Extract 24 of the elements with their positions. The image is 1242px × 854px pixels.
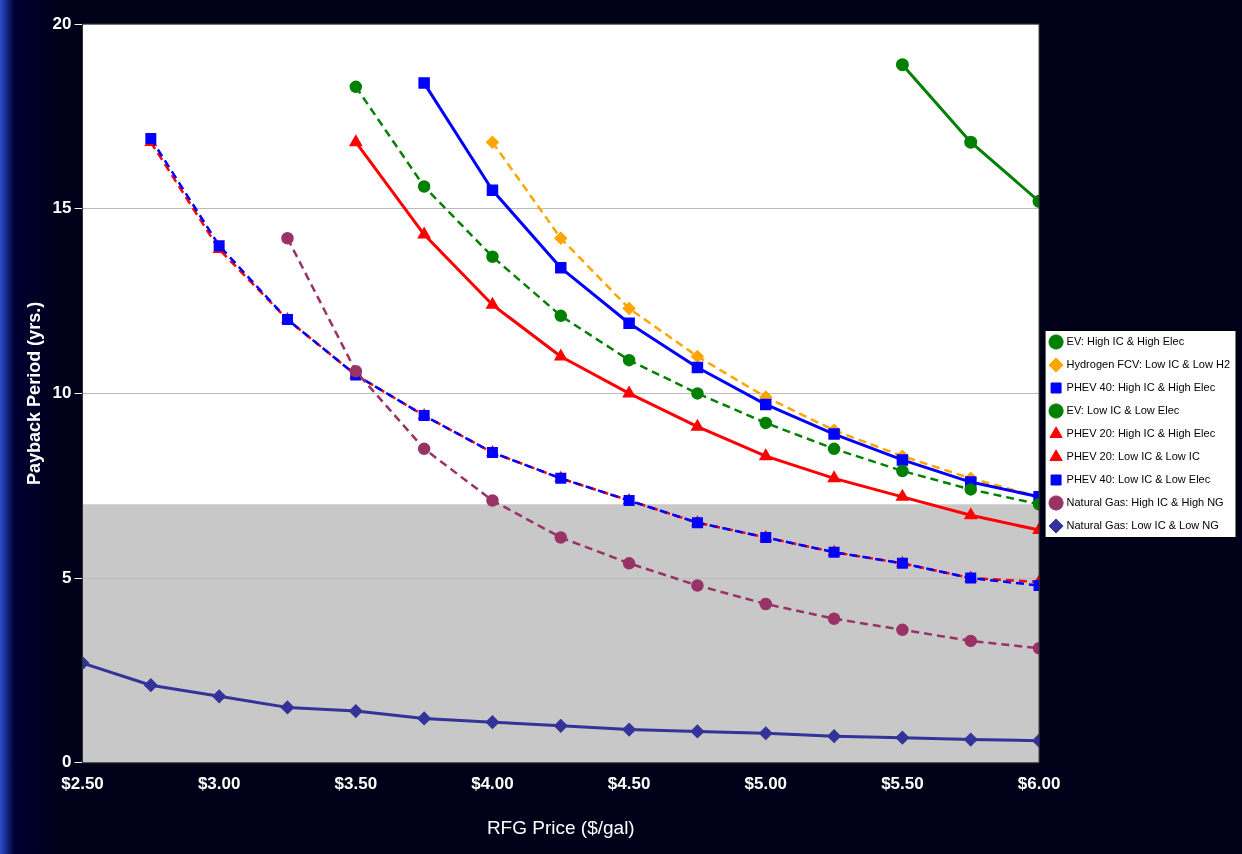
legend-label: Hydrogen FCV: Low IC & Low H2 xyxy=(1066,358,1230,371)
x-axis-title: RFG Price ($/gal) xyxy=(486,816,635,838)
legend-label: PHEV 20: Low IC & Low IC xyxy=(1066,450,1200,463)
legend-label: PHEV 40: High IC & High Elec xyxy=(1066,381,1216,394)
x-tick-label: $3.00 xyxy=(197,773,241,793)
y-tick-label: 10 xyxy=(52,383,72,403)
x-tick-label: $4.00 xyxy=(471,773,514,793)
legend-label: EV: Low IC & Low Elec xyxy=(1066,404,1180,417)
legend-label: PHEV 20: High IC & High Elec xyxy=(1066,427,1216,440)
legend-label: Natural Gas: Low IC & Low NG xyxy=(1066,519,1219,532)
y-tick-label: 15 xyxy=(52,198,72,218)
y-tick-label: 0 xyxy=(62,752,72,772)
x-tick-label: $2.50 xyxy=(61,773,104,793)
x-tick-label: $4.50 xyxy=(607,773,651,793)
legend-label: PHEV 40: Low IC & Low Elec xyxy=(1066,473,1211,486)
x-tick-label: $5.50 xyxy=(881,773,924,793)
x-tick-label: $3.50 xyxy=(334,773,378,793)
y-axis-title: Payback Period (yrs.) xyxy=(23,301,44,485)
y-tick-label: 5 xyxy=(62,567,72,587)
x-tick-label: $6.00 xyxy=(1017,773,1061,793)
x-tick-label: $5.00 xyxy=(744,773,788,793)
legend-label: Natural Gas: High IC & High NG xyxy=(1066,496,1224,509)
y-tick-label: 20 xyxy=(52,13,72,33)
legend-label: EV: High IC & High Elec xyxy=(1066,335,1185,348)
